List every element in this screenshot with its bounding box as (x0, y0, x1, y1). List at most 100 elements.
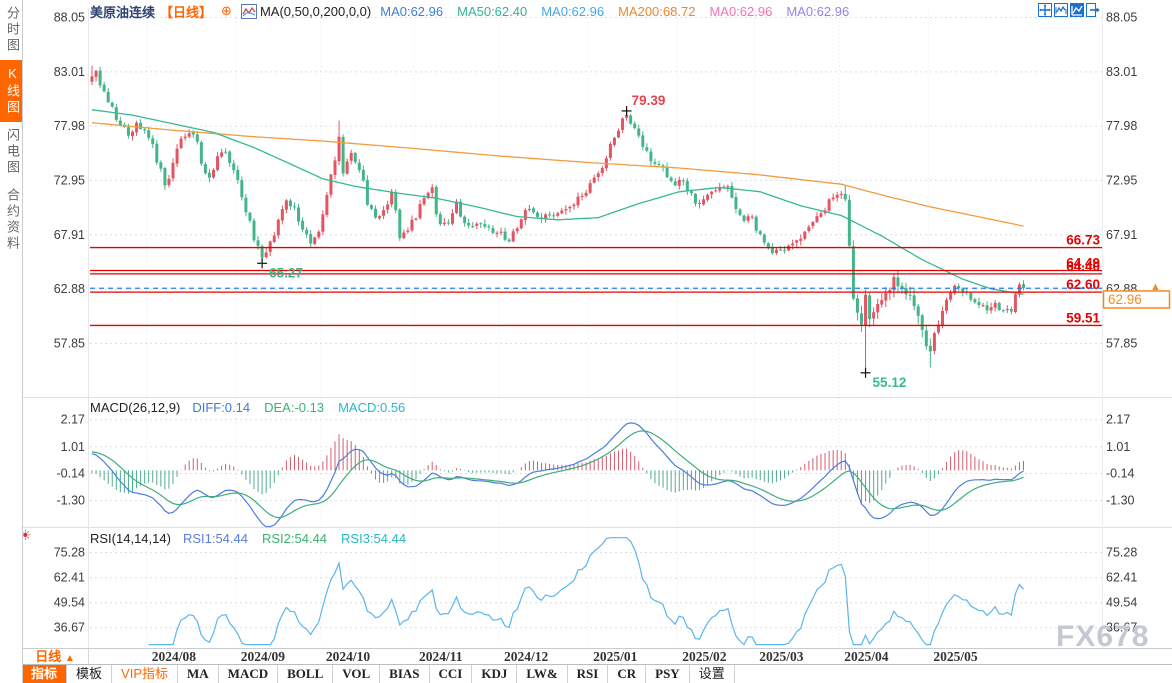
month-label-2024/12: 2024/12 (504, 649, 549, 664)
macd-panel-header: MACD(26,12,9) DIFF:0.14 DEA:-0.13 MACD:0.5… (90, 400, 405, 415)
svg-text:83.01: 83.01 (1106, 65, 1137, 79)
svg-text:-0.14: -0.14 (57, 467, 86, 481)
svg-text:88.05: 88.05 (1106, 11, 1137, 25)
toolbar-tab-LW&[interactable]: LW& (517, 665, 568, 683)
toolbar-tab-指标[interactable]: 指标 (22, 665, 68, 683)
svg-text:59.51: 59.51 (1066, 310, 1100, 325)
month-label-2024/08: 2024/08 (151, 649, 196, 664)
month-label-2024/10: 2024/10 (325, 649, 371, 664)
symbol-name: 美原油连续 (90, 4, 156, 20)
svg-text:49.54: 49.54 (1106, 596, 1137, 610)
svg-text:1.01: 1.01 (61, 440, 85, 454)
chart-canvas[interactable]: 88.05 88.05 83.01 83.01 77.98 77.98 72.95 72.95… (0, 0, 1172, 648)
svg-text:2.17: 2.17 (61, 413, 85, 427)
month-label-2024/09: 2024/09 (240, 649, 286, 664)
month-label-2024/11: 2024/11 (419, 649, 463, 664)
sidebar-tab-kline[interactable]: K线图 (0, 60, 22, 122)
svg-text:67.91: 67.91 (1106, 228, 1137, 242)
svg-text:36.67: 36.67 (1106, 621, 1137, 635)
svg-text:88.05: 88.05 (54, 11, 85, 25)
svg-text:▲: ▲ (1150, 281, 1161, 293)
ma-value-1: MA50:62.40 (457, 3, 528, 19)
sidebar-tab-flash[interactable]: 闪电图 (5, 128, 20, 176)
candlestick-chart-icon[interactable] (1054, 3, 1068, 17)
ma-formula: MA(0,50,0,200,0,0) (259, 3, 372, 19)
month-label-2025/03: 2025/03 (759, 649, 804, 664)
svg-text:65.27: 65.27 (269, 265, 303, 280)
macd-value-0: DIFF:0.14 (192, 400, 251, 415)
fx678-watermark: FX678 (1056, 620, 1150, 653)
ma-legend-icon[interactable] (240, 3, 257, 19)
rsi-value-0: RSI1:54.44 (182, 531, 248, 546)
svg-text:-1.30: -1.30 (1106, 494, 1135, 508)
svg-text:62.60: 62.60 (1066, 277, 1100, 292)
rsi-panel-header: RSI(14,14,14) RSI1:54.44 RSI2:54.44 RSI3:5… (90, 531, 406, 546)
toolbar-tab-BIAS[interactable]: BIAS (380, 665, 430, 683)
svg-text:62.88: 62.88 (54, 282, 85, 296)
exit-chart-icon[interactable] (1086, 3, 1100, 17)
svg-text:83.01: 83.01 (54, 65, 85, 79)
add-indicator-icon[interactable]: ⊕ (221, 3, 232, 18)
period-up-arrow: ▲ (64, 653, 75, 664)
svg-text:57.85: 57.85 (54, 336, 85, 350)
period-selector[interactable]: 日线 ▲ (22, 649, 89, 664)
macd-value-1: DEA:-0.13 (264, 400, 325, 415)
toolbar-tab-模板[interactable]: 模板 (67, 665, 113, 683)
ma-value-0: MA0:62.96 (380, 3, 444, 19)
left-sidebar: 分时图 K线图 闪电图 合约资料 (0, 0, 23, 683)
toolbar-tab-MA[interactable]: MA (178, 665, 219, 683)
svg-text:2.17: 2.17 (1106, 413, 1130, 427)
crosshair-move-icon[interactable] (1038, 3, 1052, 17)
ma-value-3: MA200:68.72 (618, 3, 696, 19)
toolbar-tab-MACD[interactable]: MACD (219, 665, 279, 683)
macd-title: MACD(26,12,9) (90, 400, 181, 415)
ma-value-2: MA0:62.96 (541, 3, 605, 19)
month-label-2025/04: 2025/04 (844, 649, 889, 664)
month-label-2025/01: 2025/01 (593, 649, 638, 664)
current-price-box: 62.96 ▲ (1102, 281, 1171, 309)
svg-text:-1.30: -1.30 (57, 494, 86, 508)
svg-text:72.95: 72.95 (1106, 173, 1137, 187)
svg-text:62.41: 62.41 (54, 571, 85, 585)
toolbar-tab-PSY[interactable]: PSY (646, 665, 690, 683)
toolbar-tab-KDJ[interactable]: KDJ (472, 665, 518, 683)
svg-text:62.96: 62.96 (1108, 292, 1142, 307)
ma-value-4: MA0:62.96 (709, 3, 773, 19)
toolbar-tab-VIP指标[interactable]: VIP指标 (112, 665, 178, 683)
svg-text:64.40: 64.40 (1066, 259, 1100, 274)
toolbar-tab-RSI[interactable]: RSI (568, 665, 609, 683)
svg-text:79.39: 79.39 (632, 93, 666, 108)
ma-value-list: MA0:62.96 MA50:62.40 MA0:62.96 MA200:68.72 M… (380, 4, 849, 19)
toolbar-tab-CCI[interactable]: CCI (430, 665, 473, 683)
svg-text:67.91: 67.91 (54, 228, 85, 242)
indicator-toolbar: 指标 模板 VIP指标 MA MACD BOLL VOL BIAS CCI KDJ LW& RSI CR… (22, 664, 1172, 683)
sidebar-tab-contract-info[interactable]: 合约资料 (5, 188, 20, 252)
svg-text:55.12: 55.12 (873, 375, 907, 390)
chart-header: 美原油连续 【日线】 ⊕ MA(0,50,0,200,0,0) MA0:62.96 M… (90, 2, 849, 20)
svg-text:77.98: 77.98 (1106, 119, 1137, 133)
line-chart-icon[interactable] (1070, 3, 1084, 17)
macd-value-list: DIFF:0.14 DEA:-0.13 MACD:0.56 (192, 400, 405, 415)
date-axis-row: 日线 ▲ 2024/08 2024/09 2024/10 2024/11 2024/12… (22, 648, 1172, 664)
svg-text:-0.14: -0.14 (1106, 467, 1135, 481)
svg-text:36.67: 36.67 (54, 621, 85, 635)
toolbar-tab-BOLL[interactable]: BOLL (278, 665, 334, 683)
rsi-title: RSI(14,14,14) (90, 531, 171, 546)
toolbar-tab-设置[interactable]: 设置 (690, 665, 735, 683)
rsi-value-list: RSI1:54.44 RSI2:54.44 RSI3:54.44 (183, 531, 406, 546)
svg-text:66.73: 66.73 (1066, 233, 1100, 248)
ma-value-5: MA0:62.96 (786, 3, 850, 19)
rsi-value-2: RSI3:54.44 (341, 531, 407, 546)
chart-toolbar-icons (1038, 3, 1100, 17)
svg-text:64.49: 64.49 (1066, 256, 1100, 271)
svg-text:77.98: 77.98 (54, 119, 85, 133)
svg-text:49.54: 49.54 (54, 596, 85, 610)
toolbar-tab-VOL[interactable]: VOL (333, 665, 381, 683)
sidebar-tab-timeline[interactable]: 分时图 (5, 6, 20, 54)
svg-text:1.01: 1.01 (1106, 440, 1130, 454)
svg-text:57.85: 57.85 (1106, 336, 1137, 350)
toolbar-tab-CR[interactable]: CR (608, 665, 647, 683)
month-label-2025/05: 2025/05 (933, 649, 978, 664)
month-label-2025/02: 2025/02 (682, 649, 727, 664)
